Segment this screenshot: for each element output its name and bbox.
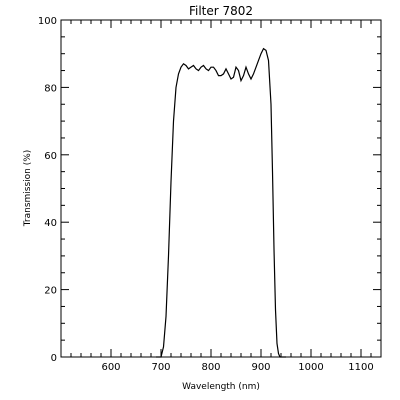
y-tick-label: 20 (44, 286, 57, 297)
plot-frame (60, 19, 382, 358)
x-tick-label: 800 (201, 362, 220, 373)
chart-title: Filter 7802 (189, 4, 253, 18)
x-tick-label: 900 (251, 362, 270, 373)
x-tick-label: 1000 (298, 362, 323, 373)
x-tick-label: 600 (101, 362, 120, 373)
x-tick-label: 700 (151, 362, 170, 373)
y-axis-label: Transmission (%) (23, 150, 33, 228)
y-tick-label: 60 (44, 151, 57, 162)
x-axis-label: Wavelength (nm) (182, 382, 260, 392)
tick-labels: 600 700 800 900 1000 1100 0 20 40 60 80 100 (38, 16, 374, 373)
x-tick-label: 1100 (348, 362, 373, 373)
y-tick-label: 80 (44, 83, 57, 94)
y-tick-label: 0 (51, 353, 57, 364)
axis-ticks (60, 19, 382, 358)
transmission-curve (156, 47, 286, 358)
y-tick-label: 40 (44, 218, 57, 229)
y-tick-label: 100 (38, 16, 57, 27)
